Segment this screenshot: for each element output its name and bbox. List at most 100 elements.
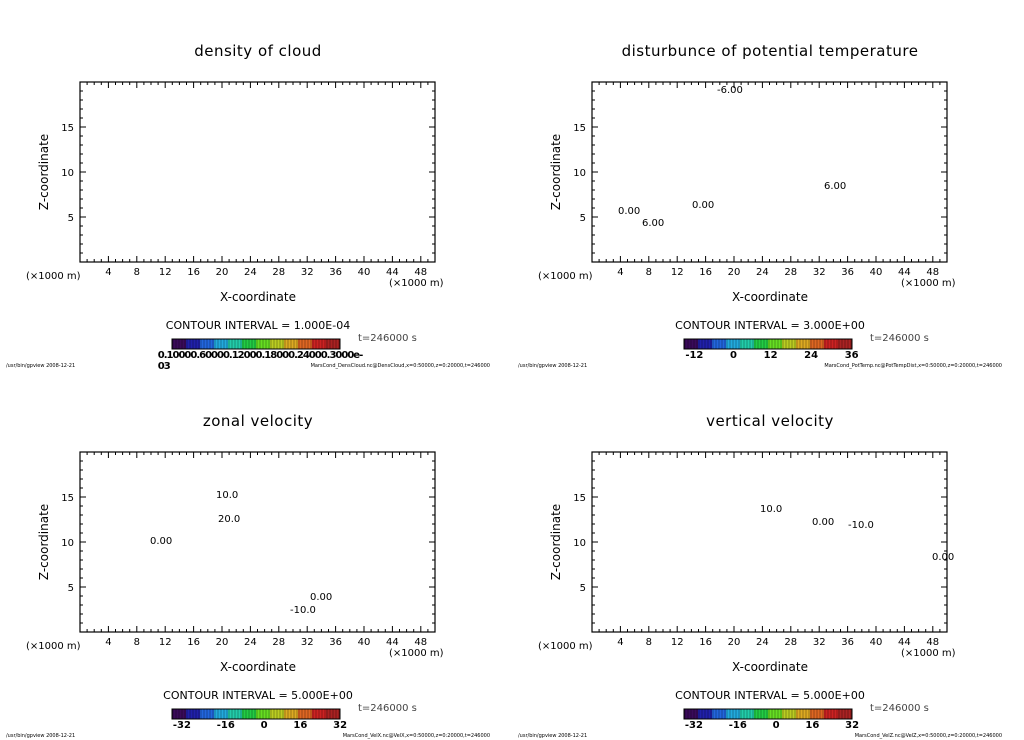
colorbar-labels: 0.10000.60000.12000.18000.24000.3000e-03 (157, 350, 363, 372)
plot-frame (591, 81, 948, 263)
x-tick-label: 32 (301, 637, 314, 648)
x-tick-label: 12 (159, 267, 172, 278)
panel-zonal-velocity: 10.0 20.0 0.00 0.00 -10.0 4 8 12 16 20 24 28 32 36 40 4… (0, 370, 512, 740)
contour-label: 0.00 (692, 200, 714, 211)
footer-left: /usr/bin/gpview 2008-12-21 (6, 733, 76, 739)
colorbar-label: 0 (772, 720, 780, 731)
plot-frame (79, 451, 436, 633)
contour-interval: CONTOUR INTERVAL = 5.000E+00 (163, 689, 353, 702)
x-tick-label: 20 (216, 267, 229, 278)
panel-potential-temperature: -6.00 0.00 0.00 6.00 6.00 4 8 12 16 20 24 28 32 36 40 4… (512, 0, 1024, 370)
y-unit-label: (×1000 m) (26, 271, 81, 282)
x-tick-label: 16 (187, 637, 200, 648)
colorbar-label: -32 (684, 720, 703, 731)
y-tick-label: 5 (68, 213, 74, 224)
colorbar-label: 32 (333, 720, 348, 731)
contour-label: 10.0 (760, 504, 782, 515)
y-tick-label: 15 (573, 123, 586, 134)
x-axis-label: X-coordinate (732, 660, 808, 674)
x-tick-label: 4 (105, 267, 111, 278)
footer-right: MarsCond_VelZ.nc@VelZ,x=0:50000,z=0:2000… (854, 733, 1002, 739)
y-tick-label: 10 (61, 168, 74, 179)
x-tick-label: 48 (414, 267, 427, 278)
contour-label: 10.0 (216, 490, 238, 501)
colorbar-label: -32 (172, 720, 191, 731)
y-axis-label: Z-coordinate (37, 503, 51, 581)
x-tick-label: 24 (244, 267, 257, 278)
x-tick-label: 8 (646, 637, 652, 648)
footer-left: /usr/bin/gpview 2008-12-21 (518, 363, 588, 369)
x-tick-label: 12 (671, 637, 684, 648)
x-tick-label: 20 (728, 637, 741, 648)
x-tick-label: 36 (329, 637, 342, 648)
colorbar-labels: -12 0 12 24 36 (672, 350, 872, 361)
colorbar-label: 12 (763, 350, 778, 361)
contour-label: 6.00 (642, 218, 664, 229)
plot-title: density of cloud (194, 42, 322, 60)
contour-interval: CONTOUR INTERVAL = 5.000E+00 (675, 689, 865, 702)
colorbar-label: -16 (216, 720, 235, 731)
x-axis-label: X-coordinate (220, 660, 296, 674)
colorbar-label: 32 (845, 720, 860, 731)
contour-label: 0.00 (150, 536, 172, 547)
colorbar-label: 0 (260, 720, 268, 731)
colorbar-label: 36 (844, 350, 859, 361)
contour-label: -10.0 (848, 520, 874, 531)
colorbar-label: 24 (804, 350, 819, 361)
y-axis-label: Z-coordinate (37, 133, 51, 211)
x-tick-label: 32 (301, 267, 314, 278)
x-unit-label: (×1000 m) (389, 278, 444, 289)
colorbar-label: -16 (728, 720, 747, 731)
colorbar-frame (683, 708, 853, 720)
x-tick-label: 40 (870, 267, 883, 278)
x-tick-label: 12 (671, 267, 684, 278)
colorbar-frame (683, 338, 853, 350)
x-tick-label: 28 (272, 637, 285, 648)
y-axis-label: Z-coordinate (549, 503, 563, 581)
y-axis-label: Z-coordinate (549, 133, 563, 211)
y-tick-label: 5 (68, 583, 74, 594)
x-tick-label: 20 (216, 637, 229, 648)
colorbar-labels: -32 -16 0 16 32 (672, 720, 872, 731)
plot-title: disturbunce of potential temperature (621, 42, 919, 60)
x-tick-label: 8 (134, 267, 140, 278)
x-tick-label: 32 (813, 267, 826, 278)
y-tick-label: 15 (61, 493, 74, 504)
x-tick-label: 28 (272, 267, 285, 278)
x-tick-label: 48 (414, 637, 427, 648)
y-tick-label: 10 (573, 168, 586, 179)
x-tick-label: 36 (841, 637, 854, 648)
x-axis-label: X-coordinate (220, 290, 296, 304)
x-tick-label: 40 (870, 637, 883, 648)
contour-label: 0.00 (932, 552, 954, 563)
footer-right: MarsCond_PotTemp.nc@PotTempDist,x=0:5000… (824, 363, 1002, 369)
contour-label: 6.00 (824, 181, 846, 192)
x-unit-label: (×1000 m) (901, 648, 956, 659)
x-tick-label: 44 (898, 637, 911, 648)
plot-svg: 10.020.00.000.00-10.04 8 12 16 20 24 28 32 36 40 4… (61, 451, 436, 720)
y-unit-label: (×1000 m) (538, 641, 593, 652)
contour-label: 0.00 (310, 592, 332, 603)
y-tick-label: 10 (61, 538, 74, 549)
x-tick-label: 4 (617, 267, 623, 278)
plot-title: vertical velocity (706, 412, 834, 430)
x-tick-label: 24 (756, 267, 769, 278)
x-tick-label: 8 (646, 267, 652, 278)
x-tick-label: 40 (358, 267, 371, 278)
x-tick-label: 40 (358, 637, 371, 648)
x-tick-label: 32 (813, 637, 826, 648)
y-unit-label: (×1000 m) (538, 271, 593, 282)
x-unit-label: (×1000 m) (389, 648, 444, 659)
x-tick-label: 16 (699, 637, 712, 648)
time-label: t=246000 s (870, 703, 929, 714)
colorbar-frame (171, 338, 341, 350)
contour-label: 20.0 (218, 514, 240, 525)
y-tick-label: 5 (580, 583, 586, 594)
x-tick-label: 20 (728, 267, 741, 278)
x-tick-label: 24 (244, 637, 257, 648)
colorbar-label: 16 (293, 720, 308, 731)
y-tick-label: 10 (573, 538, 586, 549)
plot-frame (79, 81, 436, 263)
plot-svg: -6.000.000.006.006.004 8 12 16 20 24 28 32 36 40 4… (573, 81, 948, 350)
